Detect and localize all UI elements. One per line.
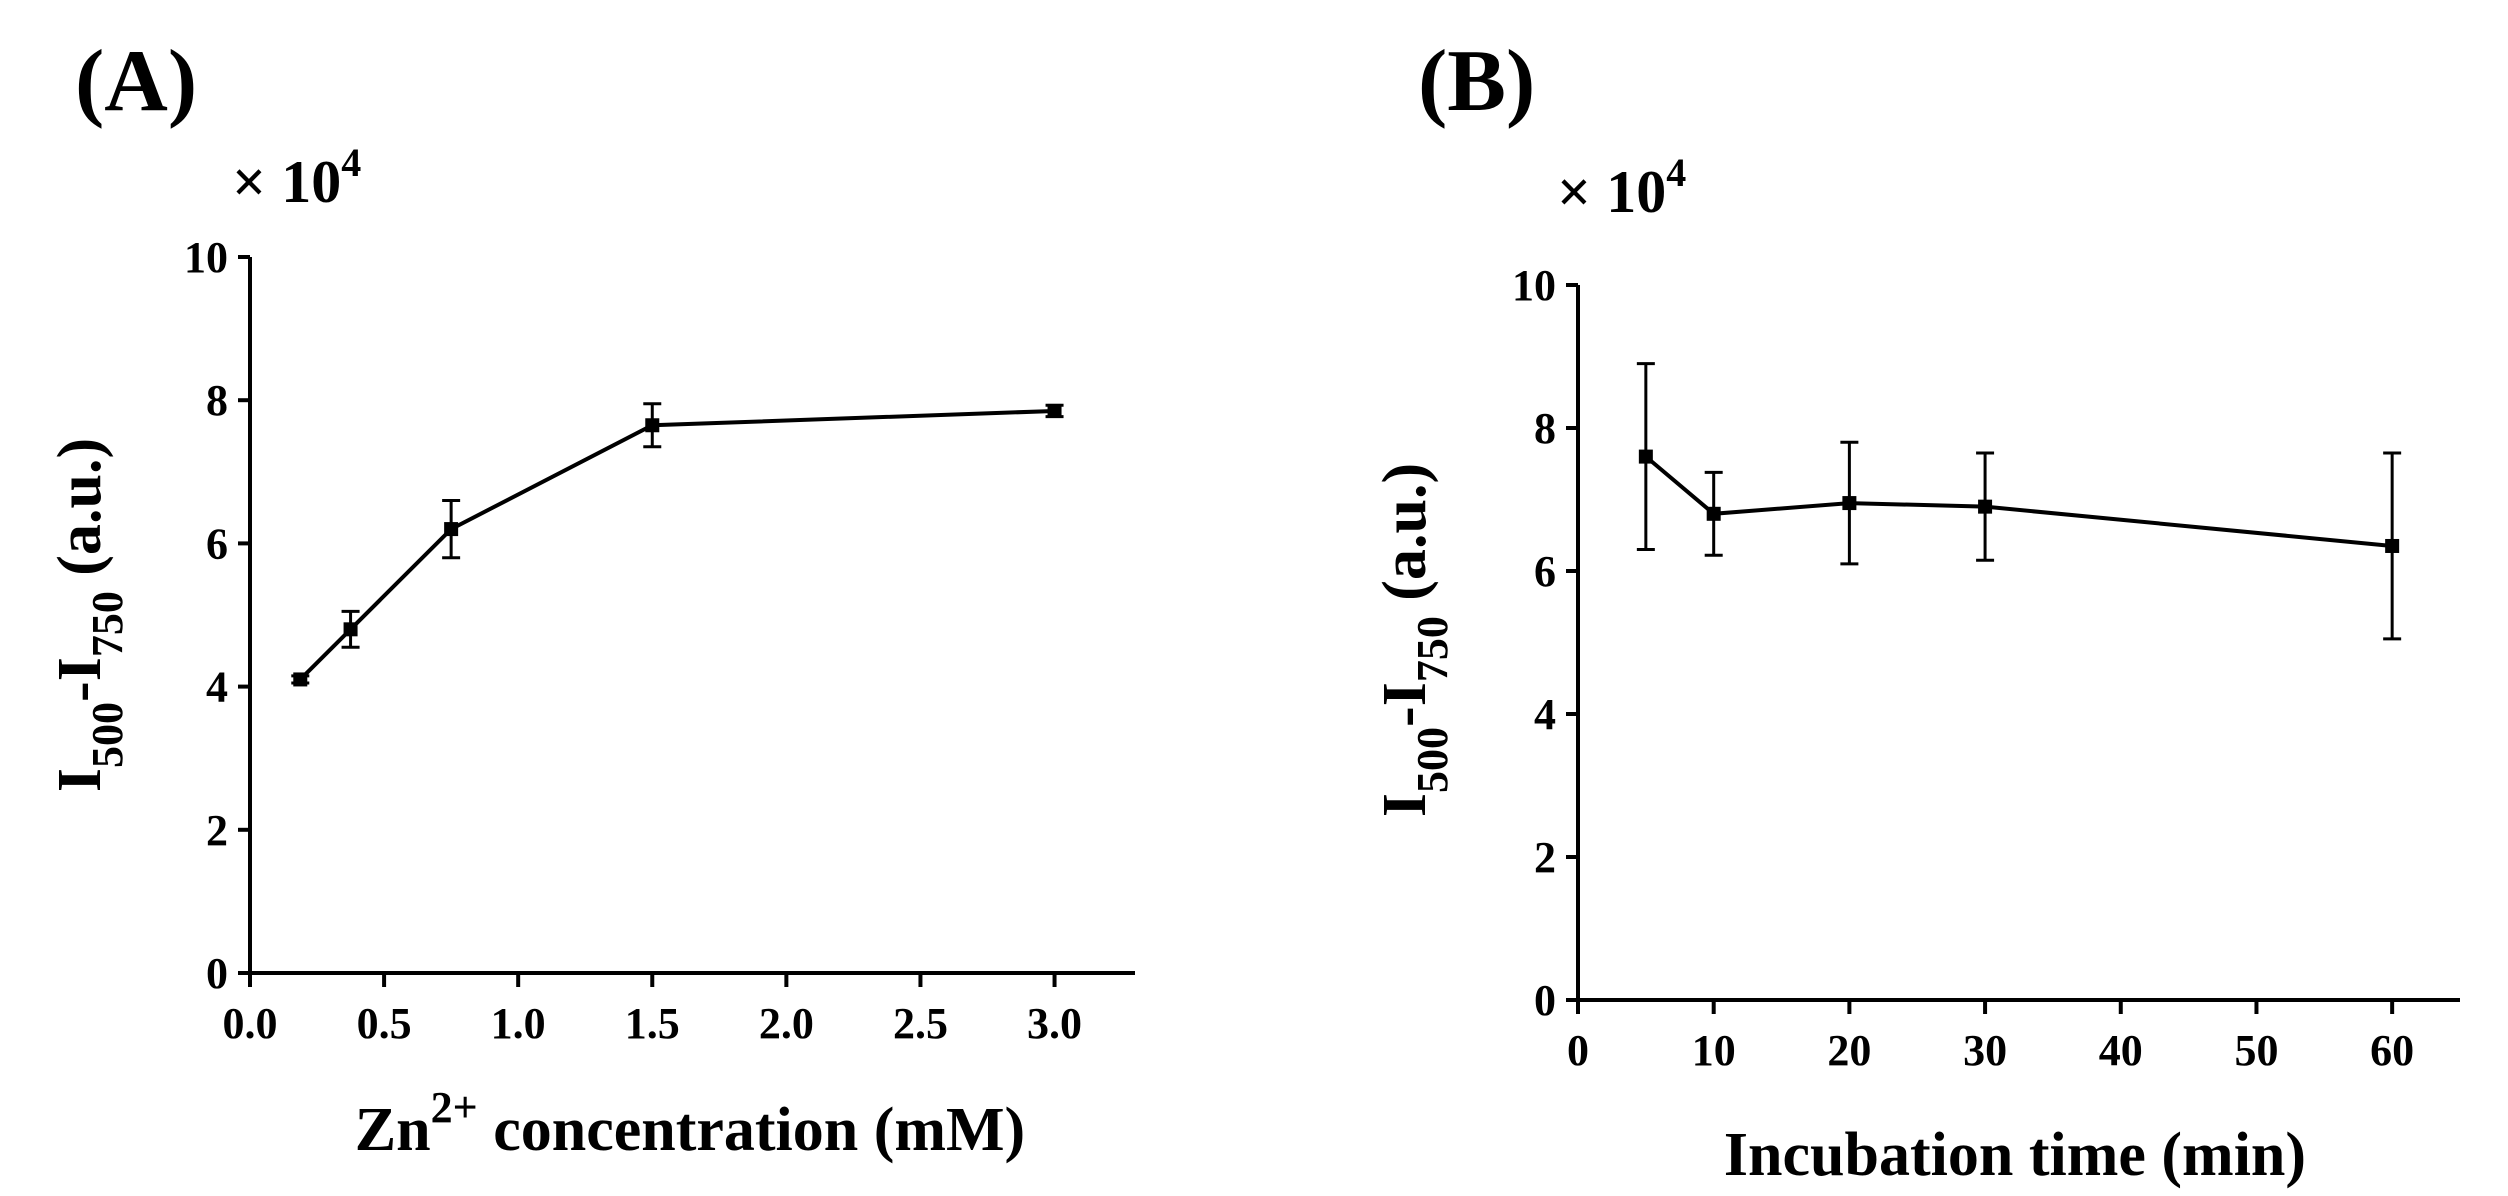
y-tick-label: 10 xyxy=(1512,261,1556,310)
y-axis-title: I500-I750 (a.u.) xyxy=(1371,463,1457,817)
data-point xyxy=(343,622,358,637)
x-tick-label: 1.5 xyxy=(625,999,680,1048)
y-tick-label: 8 xyxy=(1534,404,1556,453)
y-tick-label: 2 xyxy=(206,806,228,855)
series-line xyxy=(298,408,1055,681)
y-tick-label: 6 xyxy=(1534,547,1556,596)
data-point xyxy=(1978,499,1993,514)
y-tick-label: 10 xyxy=(184,233,228,282)
data-point xyxy=(1706,506,1721,521)
x-tick-label: 10 xyxy=(1692,1026,1736,1075)
x-tick-label: 40 xyxy=(2099,1026,2143,1075)
x-tick-label: 2.0 xyxy=(759,999,814,1048)
y-tick-label: 6 xyxy=(206,519,228,568)
x-tick-label: 2.5 xyxy=(893,999,948,1048)
axis-multiplier: × 104 xyxy=(1557,150,1686,225)
x-tick-label: 0.5 xyxy=(357,999,412,1048)
data-point xyxy=(645,418,660,433)
x-tick-label: 0.0 xyxy=(223,999,278,1048)
x-axis-title: Incubation time (min) xyxy=(1724,1121,2306,1189)
panel-label: (B) xyxy=(1418,33,1535,130)
data-point xyxy=(2385,538,2400,553)
y-axis-title: I500-I750 (a.u.) xyxy=(46,438,132,792)
y-tick-label: 0 xyxy=(1534,976,1556,1025)
multiplier-exponent: 4 xyxy=(341,140,361,185)
multiplier-exponent: 4 xyxy=(1666,150,1686,195)
y-tick-label: 0 xyxy=(206,949,228,998)
data-point xyxy=(1842,496,1857,511)
y-tick-label: 8 xyxy=(206,376,228,425)
x-tick-label: 20 xyxy=(1827,1026,1871,1075)
data-point xyxy=(1047,403,1062,418)
data-point xyxy=(293,672,308,687)
series-line xyxy=(1644,455,2393,548)
panel-label: (A) xyxy=(75,33,197,130)
x-axis-title: Zn2+ concentration (mM) xyxy=(355,1083,1025,1164)
data-point xyxy=(444,522,459,537)
x-tick-label: 3.0 xyxy=(1027,999,1082,1048)
x-tick-label: 30 xyxy=(1963,1026,2007,1075)
x-tick-label: 50 xyxy=(2234,1026,2278,1075)
y-tick-label: 4 xyxy=(206,663,228,712)
y-tick-label: 2 xyxy=(1534,833,1556,882)
x-tick-label: 60 xyxy=(2370,1026,2414,1075)
x-tick-label: 1.0 xyxy=(491,999,546,1048)
multiplier-base: × 10 xyxy=(1557,159,1666,225)
data-point xyxy=(1638,449,1653,464)
axis-multiplier: × 104 xyxy=(232,140,361,215)
x-tick-label: 0 xyxy=(1567,1026,1589,1075)
multiplier-base: × 10 xyxy=(232,149,341,215)
y-tick-label: 4 xyxy=(1534,690,1556,739)
